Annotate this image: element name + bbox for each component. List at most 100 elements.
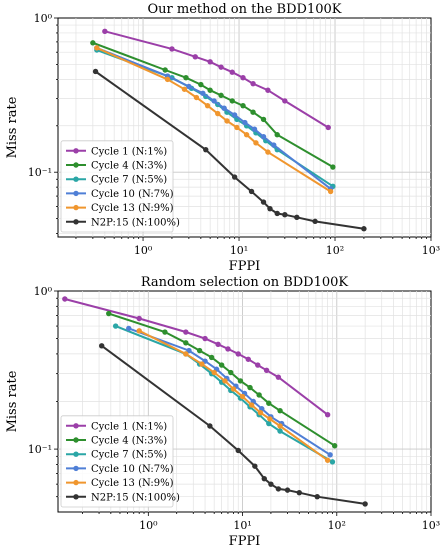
- data-point: [221, 105, 227, 111]
- y-axis-label: Miss rate: [5, 370, 20, 432]
- data-point: [314, 493, 320, 500]
- data-point: [196, 347, 203, 354]
- data-point: [136, 328, 142, 334]
- legend-label: N2P:15 (N:100%): [91, 492, 180, 503]
- data-point: [183, 351, 189, 357]
- data-point: [164, 76, 171, 83]
- legend-label: Cycle 1 (N:1%): [91, 421, 167, 432]
- x-axis: 10⁰ 10¹ 10² 10³: [75, 237, 440, 257]
- data-point: [92, 68, 99, 75]
- data-point: [274, 210, 280, 217]
- data-point: [218, 64, 224, 70]
- data-point: [327, 188, 334, 195]
- data-point: [267, 416, 273, 422]
- data-point: [181, 86, 188, 92]
- data-point: [235, 351, 241, 357]
- legend-label: N2P:15 (N:100%): [91, 217, 180, 228]
- chart-random-selection: Random selection on BDD100K 10⁰ 10¹ 10² 10³…: [5, 275, 440, 549]
- data-point: [208, 354, 215, 361]
- x-tick-label: 10⁰: [139, 519, 158, 532]
- data-point: [229, 69, 235, 75]
- data-point: [198, 81, 204, 88]
- legend-marker: [73, 494, 79, 500]
- data-point: [126, 325, 132, 332]
- legend-entry: Cycle 10 (N:7%): [66, 464, 174, 475]
- legend-entry: Cycle 10 (N:7%): [66, 189, 174, 200]
- x-tick-label: 10¹: [233, 519, 251, 532]
- data-point: [248, 402, 255, 408]
- legend-marker: [73, 190, 79, 197]
- series: [92, 68, 367, 232]
- data-point: [324, 412, 331, 418]
- data-point: [162, 329, 168, 335]
- data-point: [211, 98, 217, 104]
- data-point: [243, 132, 250, 138]
- data-point: [247, 384, 253, 391]
- data-point: [183, 340, 189, 346]
- chart-title: Our method on the BDD100K: [148, 2, 342, 17]
- data-point: [240, 75, 246, 81]
- x-axis-label: FPPI: [229, 259, 261, 274]
- data-point: [250, 109, 256, 115]
- legend-entry: N2P:15 (N:100%): [66, 217, 180, 228]
- data-point: [260, 199, 267, 205]
- series: [94, 45, 334, 192]
- data-point: [102, 28, 108, 34]
- data-point: [331, 443, 338, 449]
- data-point: [234, 124, 240, 131]
- data-point: [218, 92, 224, 99]
- series-line: [64, 298, 329, 416]
- data-point: [361, 226, 367, 232]
- legend-label: Cycle 4 (N:3%): [91, 161, 167, 172]
- legend-entry: Cycle 4 (N:3%): [66, 436, 167, 447]
- data-point: [257, 409, 264, 416]
- data-point: [296, 489, 302, 496]
- data-point: [203, 146, 209, 153]
- data-point: [231, 174, 238, 180]
- data-point: [252, 463, 258, 469]
- x-tick-label: 10⁰: [134, 244, 153, 257]
- legend-entry: Cycle 7 (N:5%): [66, 175, 167, 186]
- data-point: [112, 323, 119, 329]
- legend-marker: [73, 219, 79, 225]
- series-group: [62, 296, 368, 507]
- legend-box: [60, 140, 174, 233]
- legend-label: Cycle 10 (N:7%): [91, 189, 174, 200]
- y-tick-label: 10⁻¹: [28, 443, 52, 456]
- data-point: [215, 110, 221, 117]
- series: [102, 28, 331, 131]
- data-point: [327, 452, 333, 458]
- legend-entry: Cycle 13 (N:9%): [66, 203, 174, 214]
- series: [94, 45, 334, 195]
- data-point: [215, 341, 221, 348]
- data-point: [266, 400, 272, 406]
- legend-marker: [73, 162, 79, 168]
- series: [136, 328, 331, 463]
- data-point: [62, 296, 68, 302]
- legend-entry: Cycle 1 (N:1%): [66, 421, 167, 432]
- data-point: [277, 428, 283, 434]
- legend-marker: [73, 451, 79, 457]
- plot-area: [57, 17, 432, 238]
- x-axis: 10⁰ 10¹ 10² 10³: [82, 512, 440, 532]
- data-point: [169, 46, 175, 52]
- data-point: [229, 98, 235, 104]
- data-point: [90, 40, 96, 46]
- data-point: [277, 423, 283, 429]
- data-point: [271, 142, 277, 148]
- legend-box: [60, 415, 174, 508]
- legend-marker: [73, 204, 79, 211]
- x-tick-label: 10¹: [230, 244, 248, 257]
- data-point: [94, 45, 100, 51]
- series: [106, 310, 338, 449]
- data-point: [218, 362, 225, 368]
- data-point: [98, 343, 105, 349]
- y-tick-label: 10⁰: [34, 285, 53, 298]
- data-point: [228, 369, 234, 376]
- legend-entry: Cycle 7 (N:5%): [66, 450, 167, 461]
- data-point: [193, 94, 200, 101]
- data-point: [265, 149, 271, 155]
- legend-entry: Cycle 1 (N:1%): [66, 146, 167, 157]
- data-point: [267, 205, 273, 212]
- data-point: [330, 164, 336, 170]
